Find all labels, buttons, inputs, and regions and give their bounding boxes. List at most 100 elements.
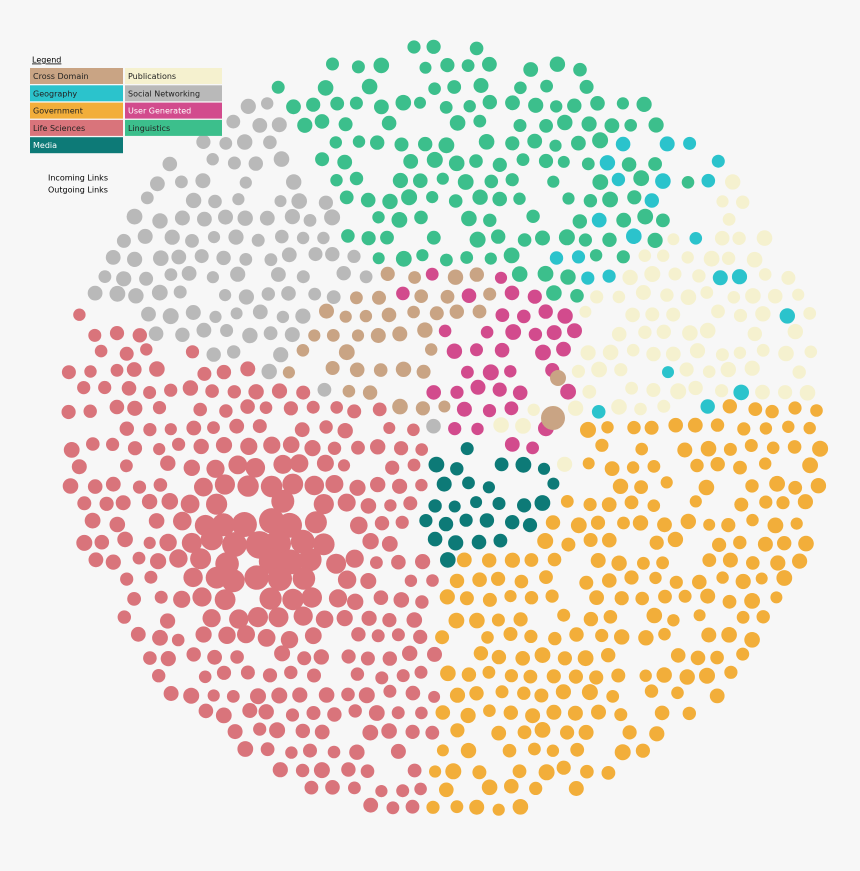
dataset-node: [173, 511, 192, 531]
dataset-node: [571, 364, 586, 378]
dataset-node: [164, 383, 178, 397]
dataset-node: [370, 135, 385, 150]
dataset-node: [658, 627, 671, 641]
dataset-node: [252, 118, 268, 133]
dataset-node: [407, 763, 422, 778]
dataset-node: [359, 309, 373, 323]
dataset-node: [491, 571, 506, 586]
dataset-node: [638, 630, 654, 646]
dataset-node: [130, 626, 146, 642]
dataset-node: [482, 94, 497, 110]
dataset-node: [635, 285, 651, 300]
dataset-node: [380, 266, 395, 281]
dataset-node: [205, 384, 219, 398]
dataset-node: [545, 589, 559, 603]
dataset-node: [319, 420, 333, 434]
dataset-node: [185, 305, 201, 320]
dataset-node: [682, 706, 696, 721]
dataset-node: [482, 404, 497, 418]
dataset-node: [429, 765, 442, 778]
dataset-node: [94, 534, 110, 550]
dataset-node: [98, 380, 112, 395]
dataset-node: [338, 344, 355, 361]
dataset-node: [415, 478, 428, 492]
dataset-node: [271, 117, 287, 133]
dataset-node: [416, 249, 429, 262]
dataset-node: [747, 326, 762, 342]
dataset-node: [153, 478, 168, 492]
dataset-node: [391, 628, 405, 642]
dataset-node: [395, 94, 412, 111]
dataset-node: [583, 611, 599, 627]
dataset-node: [523, 669, 538, 684]
dataset-node: [109, 516, 126, 533]
dataset-node: [735, 573, 751, 590]
dataset-node: [362, 533, 379, 550]
dataset-node: [535, 344, 551, 361]
dataset-node: [383, 422, 396, 434]
dataset-node: [550, 100, 563, 113]
dataset-node: [267, 566, 292, 591]
dataset-node: [351, 329, 365, 342]
dataset-node: [216, 665, 232, 680]
dataset-node: [439, 782, 454, 798]
dataset-node: [435, 705, 451, 720]
dataset-node: [269, 722, 286, 739]
dataset-node: [436, 476, 452, 492]
dataset-node: [649, 571, 662, 585]
dataset-node: [403, 496, 418, 511]
dataset-node: [216, 250, 231, 266]
dataset-node: [680, 513, 696, 530]
dataset-node: [546, 285, 562, 301]
dataset-node: [197, 366, 212, 381]
dataset-node: [491, 613, 505, 627]
dataset-node: [240, 399, 255, 414]
dataset-node: [469, 41, 484, 56]
dataset-node: [282, 588, 304, 611]
dataset-node: [494, 342, 510, 358]
dataset-node: [250, 688, 266, 705]
dataset-node: [391, 554, 406, 570]
dataset-node: [611, 555, 627, 571]
dataset-node: [429, 306, 444, 321]
dataset-node: [414, 289, 429, 304]
dataset-node: [710, 457, 725, 472]
dataset-node: [237, 475, 259, 497]
dataset-node: [316, 454, 334, 472]
node-cloud: [61, 39, 829, 816]
dataset-node: [106, 437, 120, 451]
dataset-node: [472, 304, 487, 319]
dataset-node: [502, 743, 517, 758]
dataset-node: [274, 645, 291, 662]
dataset-node: [581, 271, 595, 285]
dataset-node: [306, 400, 320, 414]
dataset-node: [715, 384, 729, 398]
dataset-node: [326, 57, 339, 71]
legend-swatch: [125, 102, 222, 119]
legend-swatch: [30, 68, 123, 84]
dataset-node: [143, 386, 157, 399]
dataset-node: [472, 189, 488, 205]
dataset-node: [440, 58, 455, 73]
dataset-node: [239, 253, 253, 266]
dataset-node: [428, 456, 445, 473]
dataset-node: [792, 365, 806, 379]
dataset-node: [341, 762, 356, 777]
dataset-node: [712, 270, 728, 286]
dataset-node: [227, 724, 243, 740]
dataset-node: [797, 494, 814, 510]
dataset-node: [545, 515, 561, 530]
dataset-node: [480, 325, 494, 339]
dataset-node: [220, 324, 234, 337]
dataset-node: [734, 497, 749, 512]
dataset-node: [711, 304, 725, 319]
dataset-node: [558, 229, 575, 246]
dataset-node: [415, 554, 431, 570]
dataset-node: [375, 671, 389, 685]
dataset-node: [646, 346, 661, 362]
dataset-node: [325, 475, 344, 493]
dataset-node: [561, 537, 576, 552]
dataset-node: [555, 684, 572, 700]
dataset-node: [538, 304, 553, 319]
dataset-node: [152, 669, 166, 683]
